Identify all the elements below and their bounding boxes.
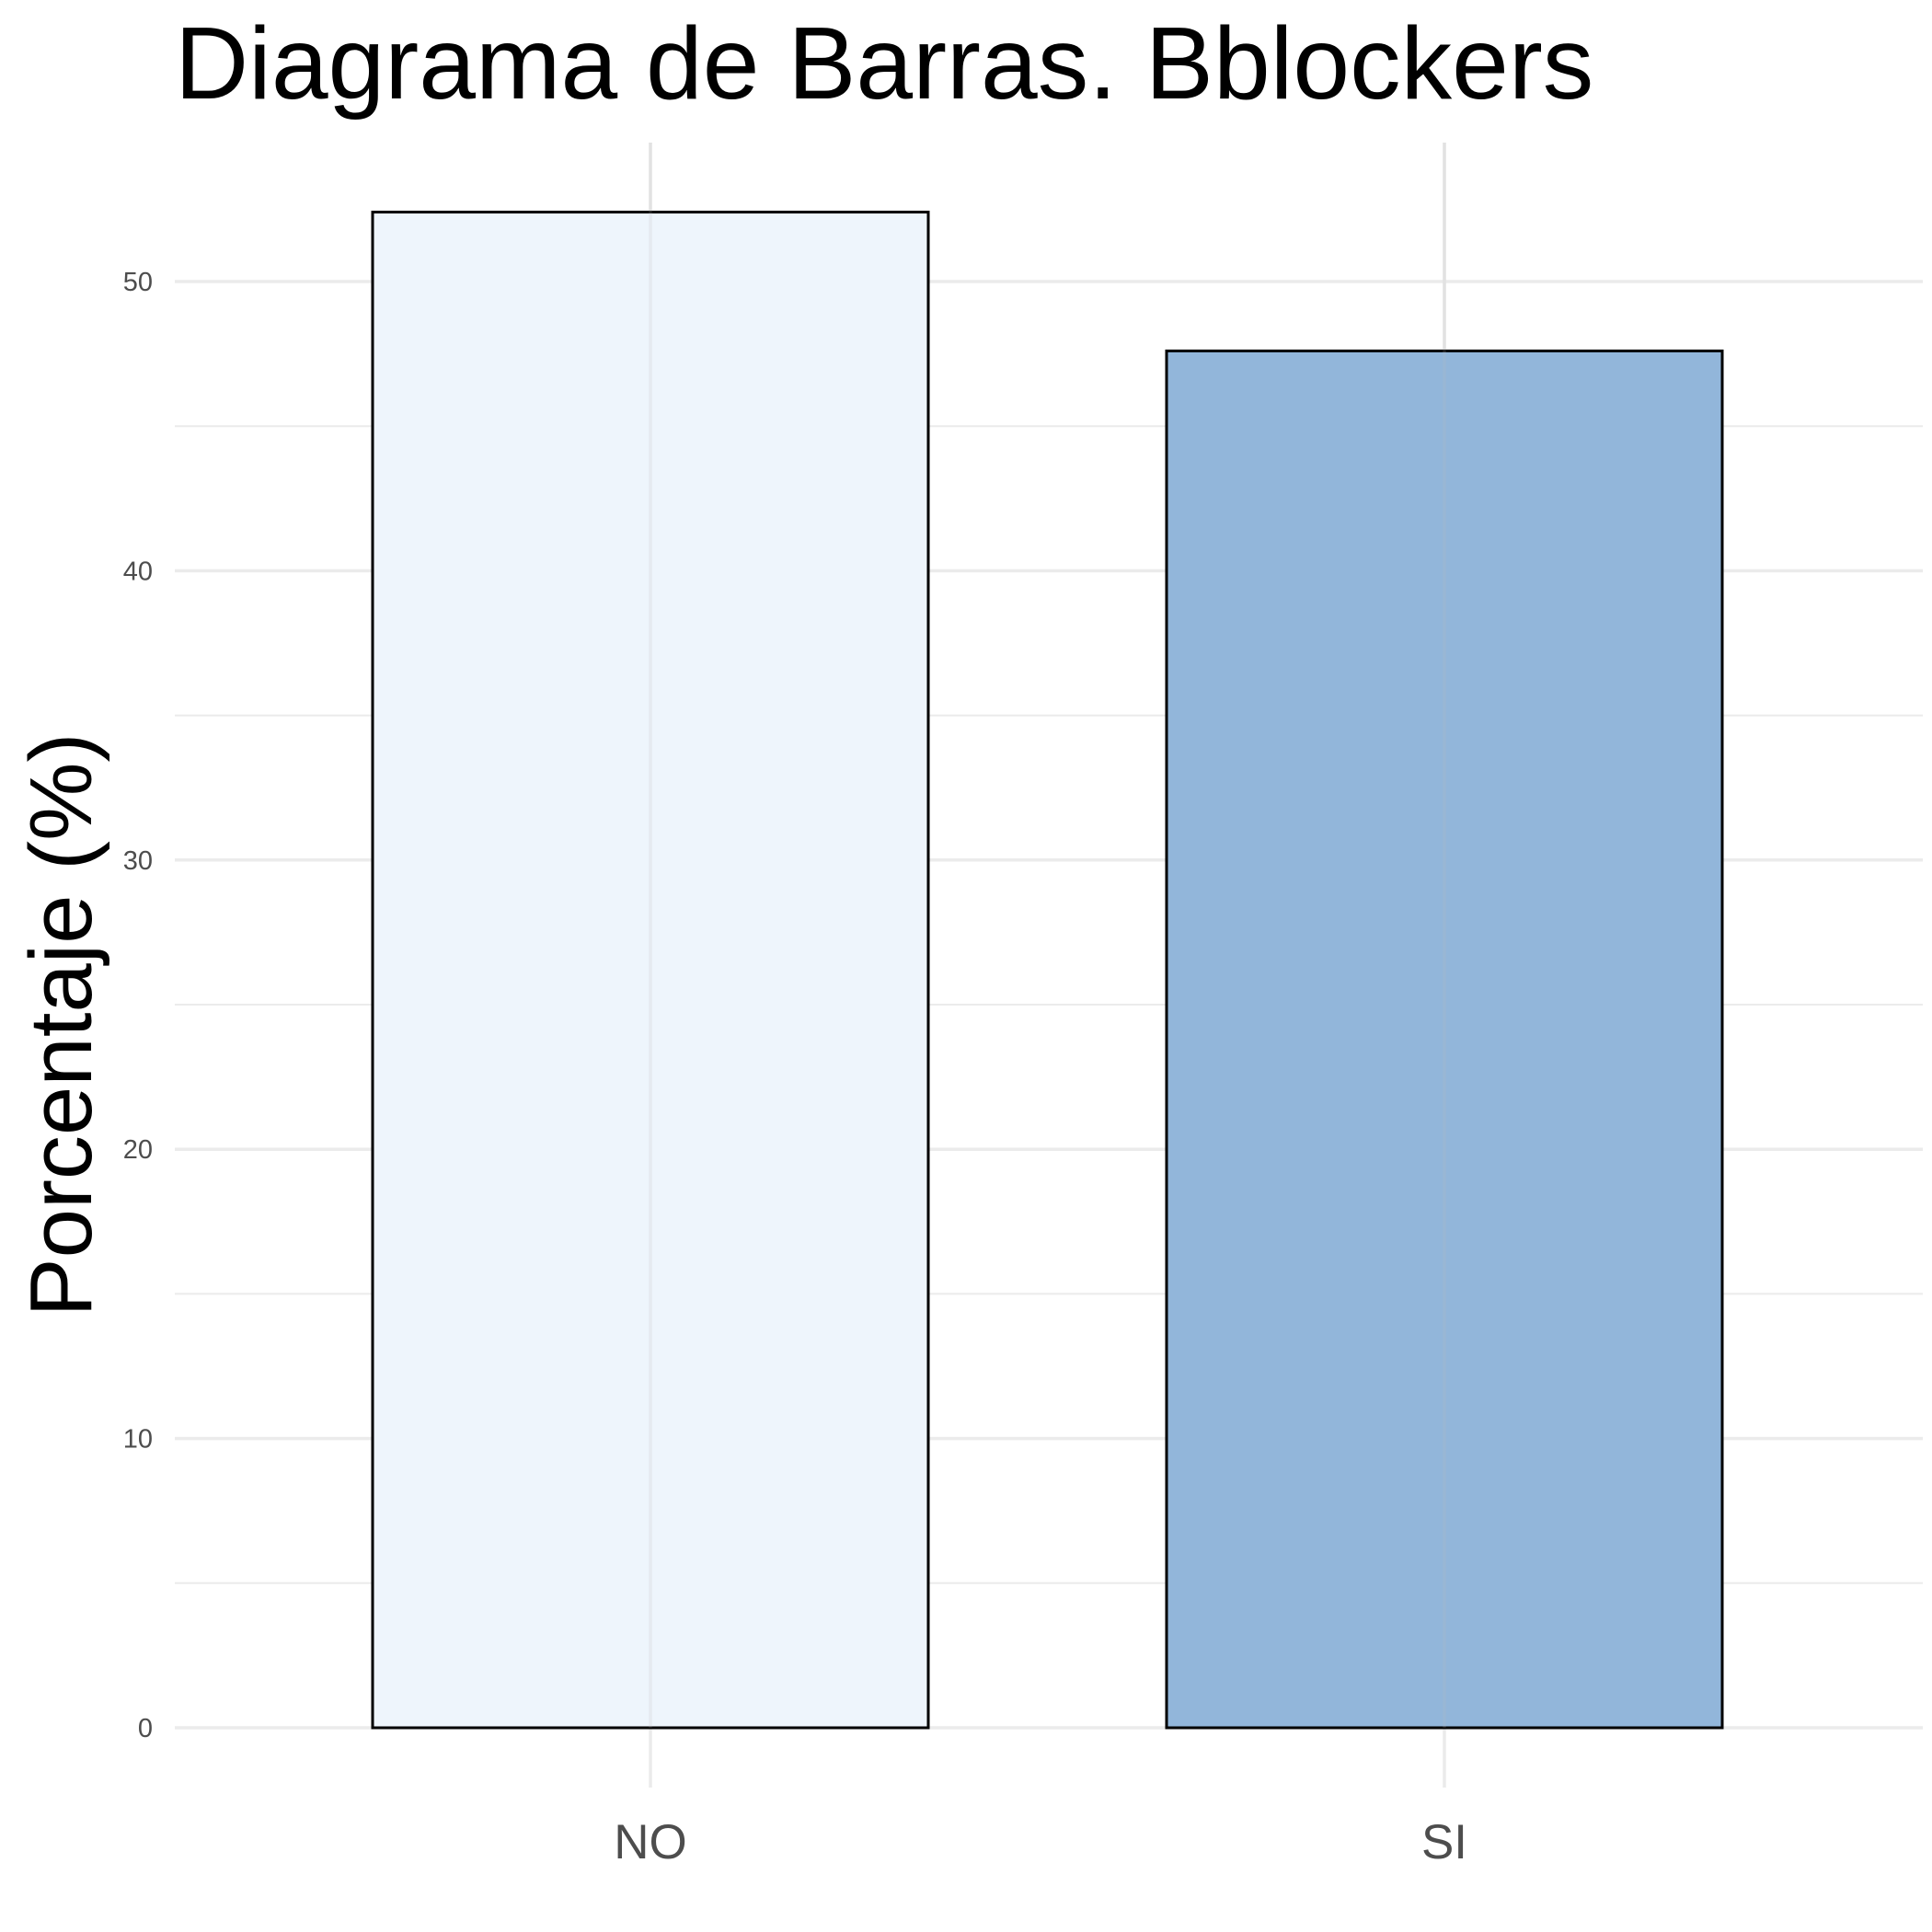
bars bbox=[371, 143, 1724, 1730]
bar-si bbox=[1165, 349, 1724, 1730]
y-tick-label: 30 bbox=[123, 846, 153, 876]
y-tick-label: 50 bbox=[123, 268, 153, 297]
chart-title: Diagrama de Barras. Bblockers bbox=[175, 6, 1593, 121]
y-tick-label: 0 bbox=[138, 1714, 153, 1743]
y-axis-label: Porcentaje (%) bbox=[12, 733, 110, 1317]
x-tick-label-no: NO bbox=[614, 1815, 687, 1869]
x-tick-labels: NO SI bbox=[614, 1815, 1467, 1869]
y-tick-label: 20 bbox=[123, 1135, 153, 1165]
x-tick-label-si: SI bbox=[1421, 1815, 1467, 1869]
y-tick-label: 40 bbox=[123, 557, 153, 586]
y-tick-label: 10 bbox=[123, 1425, 153, 1455]
bar-no bbox=[371, 211, 930, 1730]
y-tick-labels: 0 10 20 30 40 50 bbox=[123, 268, 153, 1743]
